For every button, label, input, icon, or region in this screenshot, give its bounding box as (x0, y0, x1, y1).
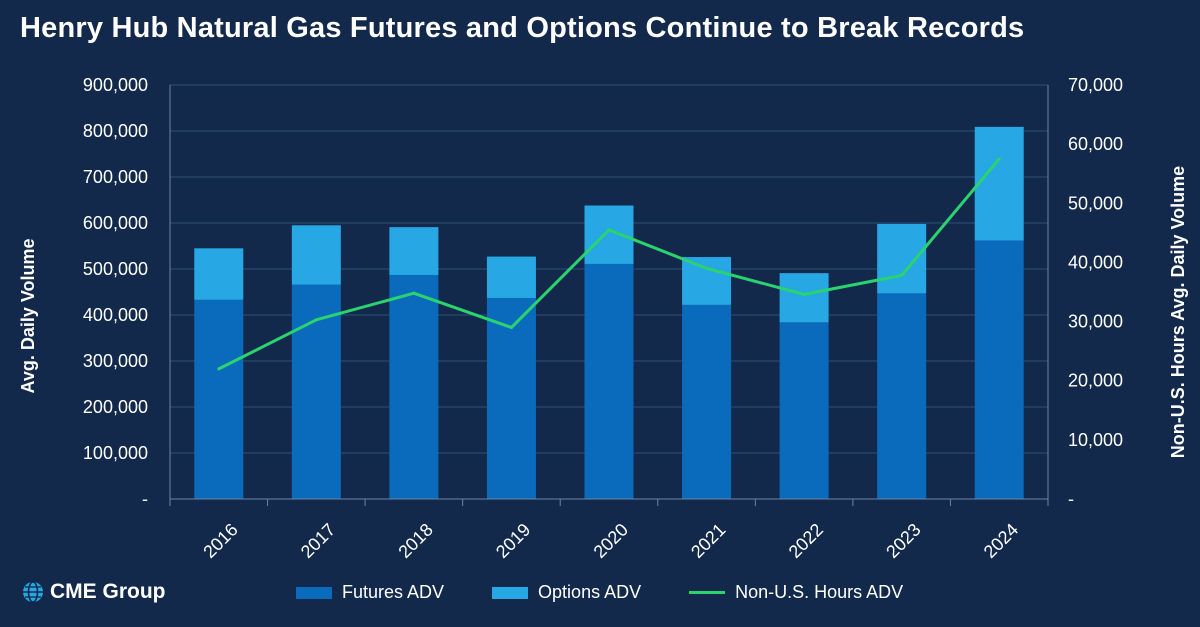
legend-label-futures: Futures ADV (342, 582, 445, 602)
y-axis-label: Avg. Daily Volume (18, 238, 38, 393)
x-tick-label: 2019 (492, 520, 534, 562)
y-tick-label: 700,000 (83, 167, 148, 187)
legend-item-non-us-hours: Non-U.S. Hours ADV (689, 582, 903, 603)
y2-tick-label: 60,000 (1068, 134, 1123, 154)
bar-futures-2018 (389, 274, 439, 499)
y2-tick-label: 10,000 (1068, 430, 1123, 450)
line-point-2016 (217, 367, 221, 371)
x-tick-label: 2020 (590, 520, 632, 562)
bar-futures-2016 (194, 299, 244, 499)
x-tick-label: 2023 (882, 520, 924, 562)
line-point-2017 (314, 318, 318, 322)
x-tick-label: 2016 (199, 520, 241, 562)
y-tick-label: 400,000 (83, 305, 148, 325)
bar-options-2017 (291, 225, 341, 285)
logo-text: CME Group (50, 580, 166, 603)
y2-tick-label: 50,000 (1068, 193, 1123, 213)
line-point-2019 (509, 325, 513, 329)
legend-item-futures: Futures ADV (296, 582, 444, 603)
bar-futures-2019 (486, 297, 536, 499)
bar-futures-2024 (974, 240, 1024, 500)
line-series (217, 157, 1001, 371)
bar-options-2024 (974, 126, 1024, 241)
x-tick-label: 2022 (785, 520, 827, 562)
bar-options-2023 (877, 223, 927, 294)
x-tick-label: 2017 (297, 520, 339, 562)
cme-group-logo: CME Group (22, 580, 166, 604)
globe-icon (23, 581, 43, 603)
line-point-2018 (412, 291, 416, 295)
legend-swatch-futures (296, 586, 332, 599)
bar-options-2019 (486, 256, 536, 298)
y2-tick-label: 30,000 (1068, 312, 1123, 332)
bar-options-2022 (779, 273, 829, 323)
y-tick-label: 100,000 (83, 443, 148, 463)
y2-tick-label: 70,000 (1068, 75, 1123, 95)
legend: Futures ADV Options ADV Non-U.S. Hours A… (296, 582, 951, 603)
y-tick-label: 800,000 (83, 121, 148, 141)
legend-swatch-options (492, 586, 529, 599)
y-tick-label: 900,000 (83, 75, 148, 95)
x-tick-label: 2021 (687, 520, 729, 562)
legend-item-options: Options ADV (492, 582, 641, 603)
chart-title: Henry Hub Natural Gas Futures and Option… (20, 12, 1025, 44)
y-tick-label: 200,000 (83, 397, 148, 417)
bar-options-2021 (682, 257, 732, 305)
x-tick-label: 2024 (980, 520, 1022, 562)
y2-tick-label: 40,000 (1068, 252, 1123, 272)
legend-label-non-us-hours: Non-U.S. Hours ADV (735, 582, 904, 602)
bar-futures-2023 (877, 293, 927, 499)
bar-options-2020 (584, 205, 634, 264)
y-tick-label: - (142, 489, 148, 509)
bar-futures-2022 (779, 322, 829, 499)
line-point-2020 (607, 228, 611, 232)
y2-axis-label: Non-U.S. Hours Avg. Daily Volume (1168, 166, 1188, 458)
bars (194, 126, 1024, 500)
bar-futures-2021 (682, 304, 732, 499)
legend-swatch-non-us-hours (689, 591, 726, 594)
line-point-2023 (900, 273, 904, 277)
line-point-2022 (802, 292, 806, 296)
y2-tick-label: - (1068, 489, 1074, 509)
line-point-2021 (705, 266, 709, 270)
legend-label-options: Options ADV (538, 582, 642, 602)
y-tick-label: 300,000 (83, 351, 148, 371)
y-tick-label: 500,000 (83, 259, 148, 279)
y-tick-label: 600,000 (83, 213, 148, 233)
x-tick-label: 2018 (394, 520, 436, 562)
bar-options-2018 (389, 227, 439, 275)
y2-tick-label: 20,000 (1068, 371, 1123, 391)
bar-futures-2017 (291, 284, 341, 499)
bar-options-2016 (194, 248, 244, 300)
line-point-2024 (997, 157, 1001, 161)
bar-futures-2020 (584, 263, 634, 499)
